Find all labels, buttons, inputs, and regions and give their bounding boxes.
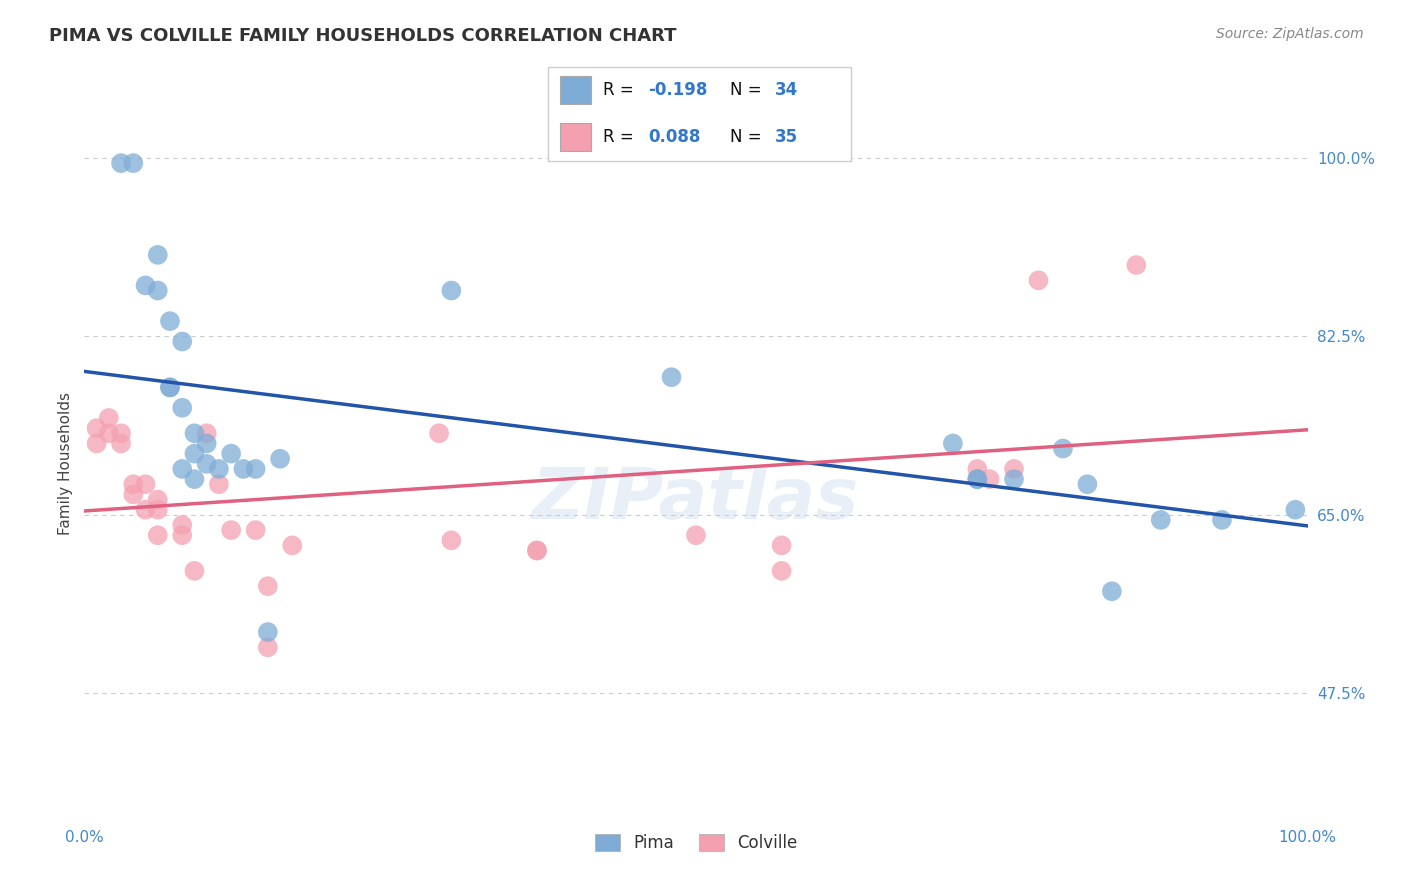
Point — [172, 334, 194, 349]
Text: R =: R = — [603, 128, 638, 145]
FancyBboxPatch shape — [561, 123, 591, 151]
Point — [110, 156, 132, 170]
Point — [281, 538, 304, 552]
Point — [183, 472, 205, 486]
Point — [219, 523, 242, 537]
Point — [427, 426, 450, 441]
Point — [135, 502, 157, 516]
Point — [97, 411, 120, 425]
Point — [183, 447, 205, 461]
Point — [1150, 513, 1173, 527]
Point — [245, 523, 267, 537]
FancyBboxPatch shape — [548, 67, 851, 161]
Point — [440, 284, 463, 298]
Text: ZIPatlas: ZIPatlas — [533, 465, 859, 534]
Text: 0.088: 0.088 — [648, 128, 700, 145]
Point — [942, 436, 965, 450]
Point — [257, 579, 280, 593]
Point — [661, 370, 683, 384]
Point — [122, 156, 145, 170]
Point — [245, 462, 267, 476]
Point — [1211, 513, 1233, 527]
Point — [172, 518, 194, 533]
Point — [159, 380, 181, 394]
Point — [159, 314, 181, 328]
Text: Source: ZipAtlas.com: Source: ZipAtlas.com — [1216, 27, 1364, 41]
Point — [208, 462, 231, 476]
Point — [208, 477, 231, 491]
Point — [1002, 462, 1025, 476]
Text: N =: N = — [730, 128, 766, 145]
Text: R =: R = — [603, 81, 638, 99]
Point — [122, 477, 145, 491]
Point — [966, 472, 988, 486]
Point — [86, 421, 108, 435]
Point — [183, 426, 205, 441]
Point — [770, 564, 793, 578]
Point — [269, 451, 291, 466]
Point — [195, 436, 218, 450]
Point — [685, 528, 707, 542]
Text: 34: 34 — [775, 81, 799, 99]
Point — [257, 640, 280, 655]
Point — [232, 462, 254, 476]
Point — [86, 436, 108, 450]
Point — [966, 472, 988, 486]
Point — [440, 533, 463, 548]
Point — [1052, 442, 1074, 456]
Point — [172, 401, 194, 415]
Point — [146, 528, 169, 542]
Point — [135, 477, 157, 491]
Point — [966, 462, 988, 476]
Point — [97, 426, 120, 441]
Point — [122, 487, 145, 501]
Point — [219, 447, 242, 461]
FancyBboxPatch shape — [561, 77, 591, 104]
Point — [183, 564, 205, 578]
Point — [172, 528, 194, 542]
Point — [1028, 273, 1050, 287]
Point — [146, 502, 169, 516]
Point — [135, 278, 157, 293]
Point — [1101, 584, 1123, 599]
Point — [146, 248, 169, 262]
Point — [146, 492, 169, 507]
Point — [526, 543, 548, 558]
Point — [110, 436, 132, 450]
Text: PIMA VS COLVILLE FAMILY HOUSEHOLDS CORRELATION CHART: PIMA VS COLVILLE FAMILY HOUSEHOLDS CORRE… — [49, 27, 676, 45]
Text: N =: N = — [730, 81, 766, 99]
Text: 35: 35 — [775, 128, 799, 145]
Point — [257, 625, 280, 640]
Point — [770, 538, 793, 552]
Point — [146, 284, 169, 298]
Point — [110, 426, 132, 441]
Point — [195, 457, 218, 471]
Point — [979, 472, 1001, 486]
Point — [1125, 258, 1147, 272]
Point — [526, 543, 548, 558]
Point — [195, 426, 218, 441]
Point — [1002, 472, 1025, 486]
Text: -0.198: -0.198 — [648, 81, 707, 99]
Point — [159, 380, 181, 394]
Point — [1076, 477, 1098, 491]
Legend: Pima, Colville: Pima, Colville — [588, 827, 804, 859]
Y-axis label: Family Households: Family Households — [58, 392, 73, 535]
Point — [1284, 502, 1306, 516]
Point — [172, 462, 194, 476]
